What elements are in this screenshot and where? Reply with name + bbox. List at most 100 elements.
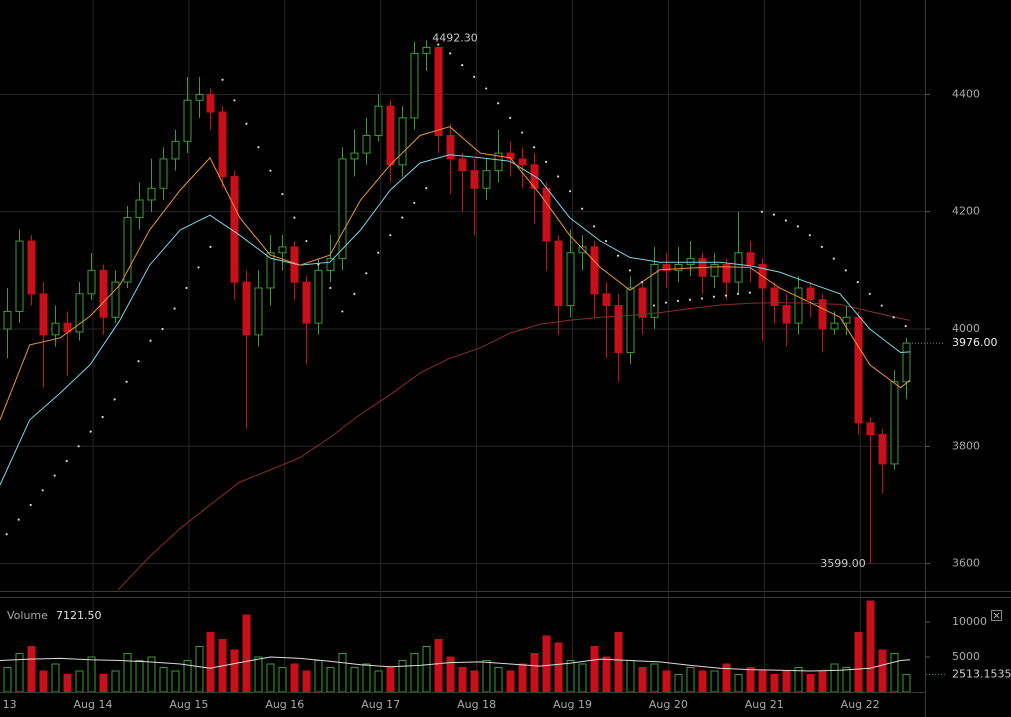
sar-dot [293,216,296,219]
volume-bar [111,670,120,692]
candle-body [350,152,359,160]
volume-value: 7121.50 [56,609,102,622]
volume-bar [362,663,371,692]
volume-bar [350,666,359,692]
axes: Aug 13 Aug 14 Aug 15 Aug 16 Aug 17 Aug 18 Aug … [0,31,1011,711]
volume-bar [842,666,851,692]
candle-body [794,287,803,324]
sar-dot [341,310,344,313]
close-button[interactable] [991,610,1002,621]
sar-dot [736,292,740,295]
candle-body [650,264,659,318]
sar-dot [616,254,620,257]
candle-body [111,281,120,318]
volume-bar [794,666,803,692]
volume-bar [650,663,659,692]
volume-bar [206,631,215,692]
candle-body [398,117,407,166]
sar-dot [724,294,728,297]
volume-bar [410,652,419,692]
sar-dot [161,327,164,331]
volume-bar [230,649,239,692]
volume-bar [854,631,863,692]
sar-dot [844,269,847,272]
candle-body [854,316,863,424]
sar-dot [185,286,188,290]
candle-body [614,305,623,353]
sar-dot [401,216,404,219]
sar-dot [664,301,668,304]
sar-dot [65,459,68,463]
candle-body [278,246,287,254]
volume-bar [99,673,108,692]
candle-body [818,299,827,330]
sar-dot [772,213,775,216]
volume-bar [830,663,839,692]
volume-bar [590,645,599,692]
sar-dot [748,291,751,294]
volume-bar [698,670,707,692]
sar-dot [568,190,572,193]
volume-bar [746,666,755,692]
candle-body [782,305,791,324]
volume-panel [0,600,911,692]
volume-bar [374,670,383,692]
x-tick-label: Aug 19 [553,698,592,711]
candle-body [410,52,419,119]
candle-body [171,140,180,160]
candle-body [842,316,851,324]
sar-dot [53,474,56,477]
volume-bar [3,666,12,692]
candle-body [494,152,503,172]
sar-dot [592,225,596,228]
candle-body [242,281,251,336]
y-tick-label: 4000 [952,322,980,335]
candle-body [87,269,96,295]
close-box[interactable] [991,610,1002,621]
candle-body [135,199,144,219]
candle-body [902,342,911,383]
volume-bar [87,656,96,692]
candle-body [206,93,215,113]
last-volume-label: 2513.1535 [952,667,1011,680]
x-tick-label: Aug 22 [841,698,880,711]
candle-body [195,93,204,101]
volume-bar [254,656,263,692]
sar-dot [413,201,416,205]
close-icon[interactable] [993,612,1000,619]
volume-bar [63,673,72,692]
candle-body [434,47,443,136]
candle-body [63,322,72,333]
candle-body [422,47,431,54]
sar-dot [329,286,332,290]
volume-bar [638,666,647,692]
last-price-label: 3976.00 [952,336,998,349]
candle-body [99,269,108,318]
sar-dot [676,299,680,302]
volume-bar [518,663,527,692]
sar-dot [652,304,656,307]
sar-dot [77,445,80,448]
volume-bar [314,659,323,692]
candle-body [147,187,156,201]
volume-bar [818,670,827,692]
sar-dot [173,307,176,310]
sar-dot [604,239,608,243]
y-tick-label: 4200 [952,205,980,218]
sar-dot [101,415,104,419]
x-tick-label: Aug 13 [0,698,17,711]
candle-body [542,187,551,242]
sar-dot [377,251,380,254]
sar-dot [557,175,560,178]
volume-bar [171,670,180,692]
candle-body [710,264,719,277]
volume-bar [686,666,695,692]
x-tick-label: Aug 18 [457,698,496,711]
volume-bar [422,645,431,692]
volume-title: Volume [7,609,48,622]
volume-bar [195,645,204,692]
sar-dot [820,245,823,249]
candle-body [686,258,695,266]
volume-bar [183,659,192,692]
candle-body [302,281,311,324]
